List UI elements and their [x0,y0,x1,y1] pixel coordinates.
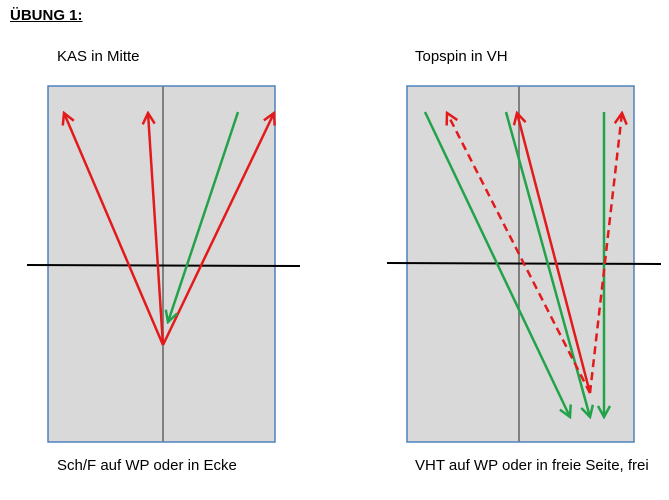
net [26,264,301,267]
panel-caption: Sch/F auf WP oder in Ecke [57,457,237,474]
panel-caption: VHT auf WP oder in freie Seite, frei [415,457,649,474]
arrow [148,113,165,346]
panel-label: Topspin in VH [415,48,508,65]
title: ÜBUNG 1: [10,7,83,24]
arrows [423,111,622,417]
arrow [447,113,592,394]
arrow [161,113,274,346]
arrow [517,113,592,394]
arrows [64,111,274,346]
arrow [588,113,622,394]
arrow [64,113,165,346]
arrow [423,111,570,417]
table [47,85,276,443]
arrow [168,111,240,322]
panel-label: KAS in Mitte [57,48,140,65]
